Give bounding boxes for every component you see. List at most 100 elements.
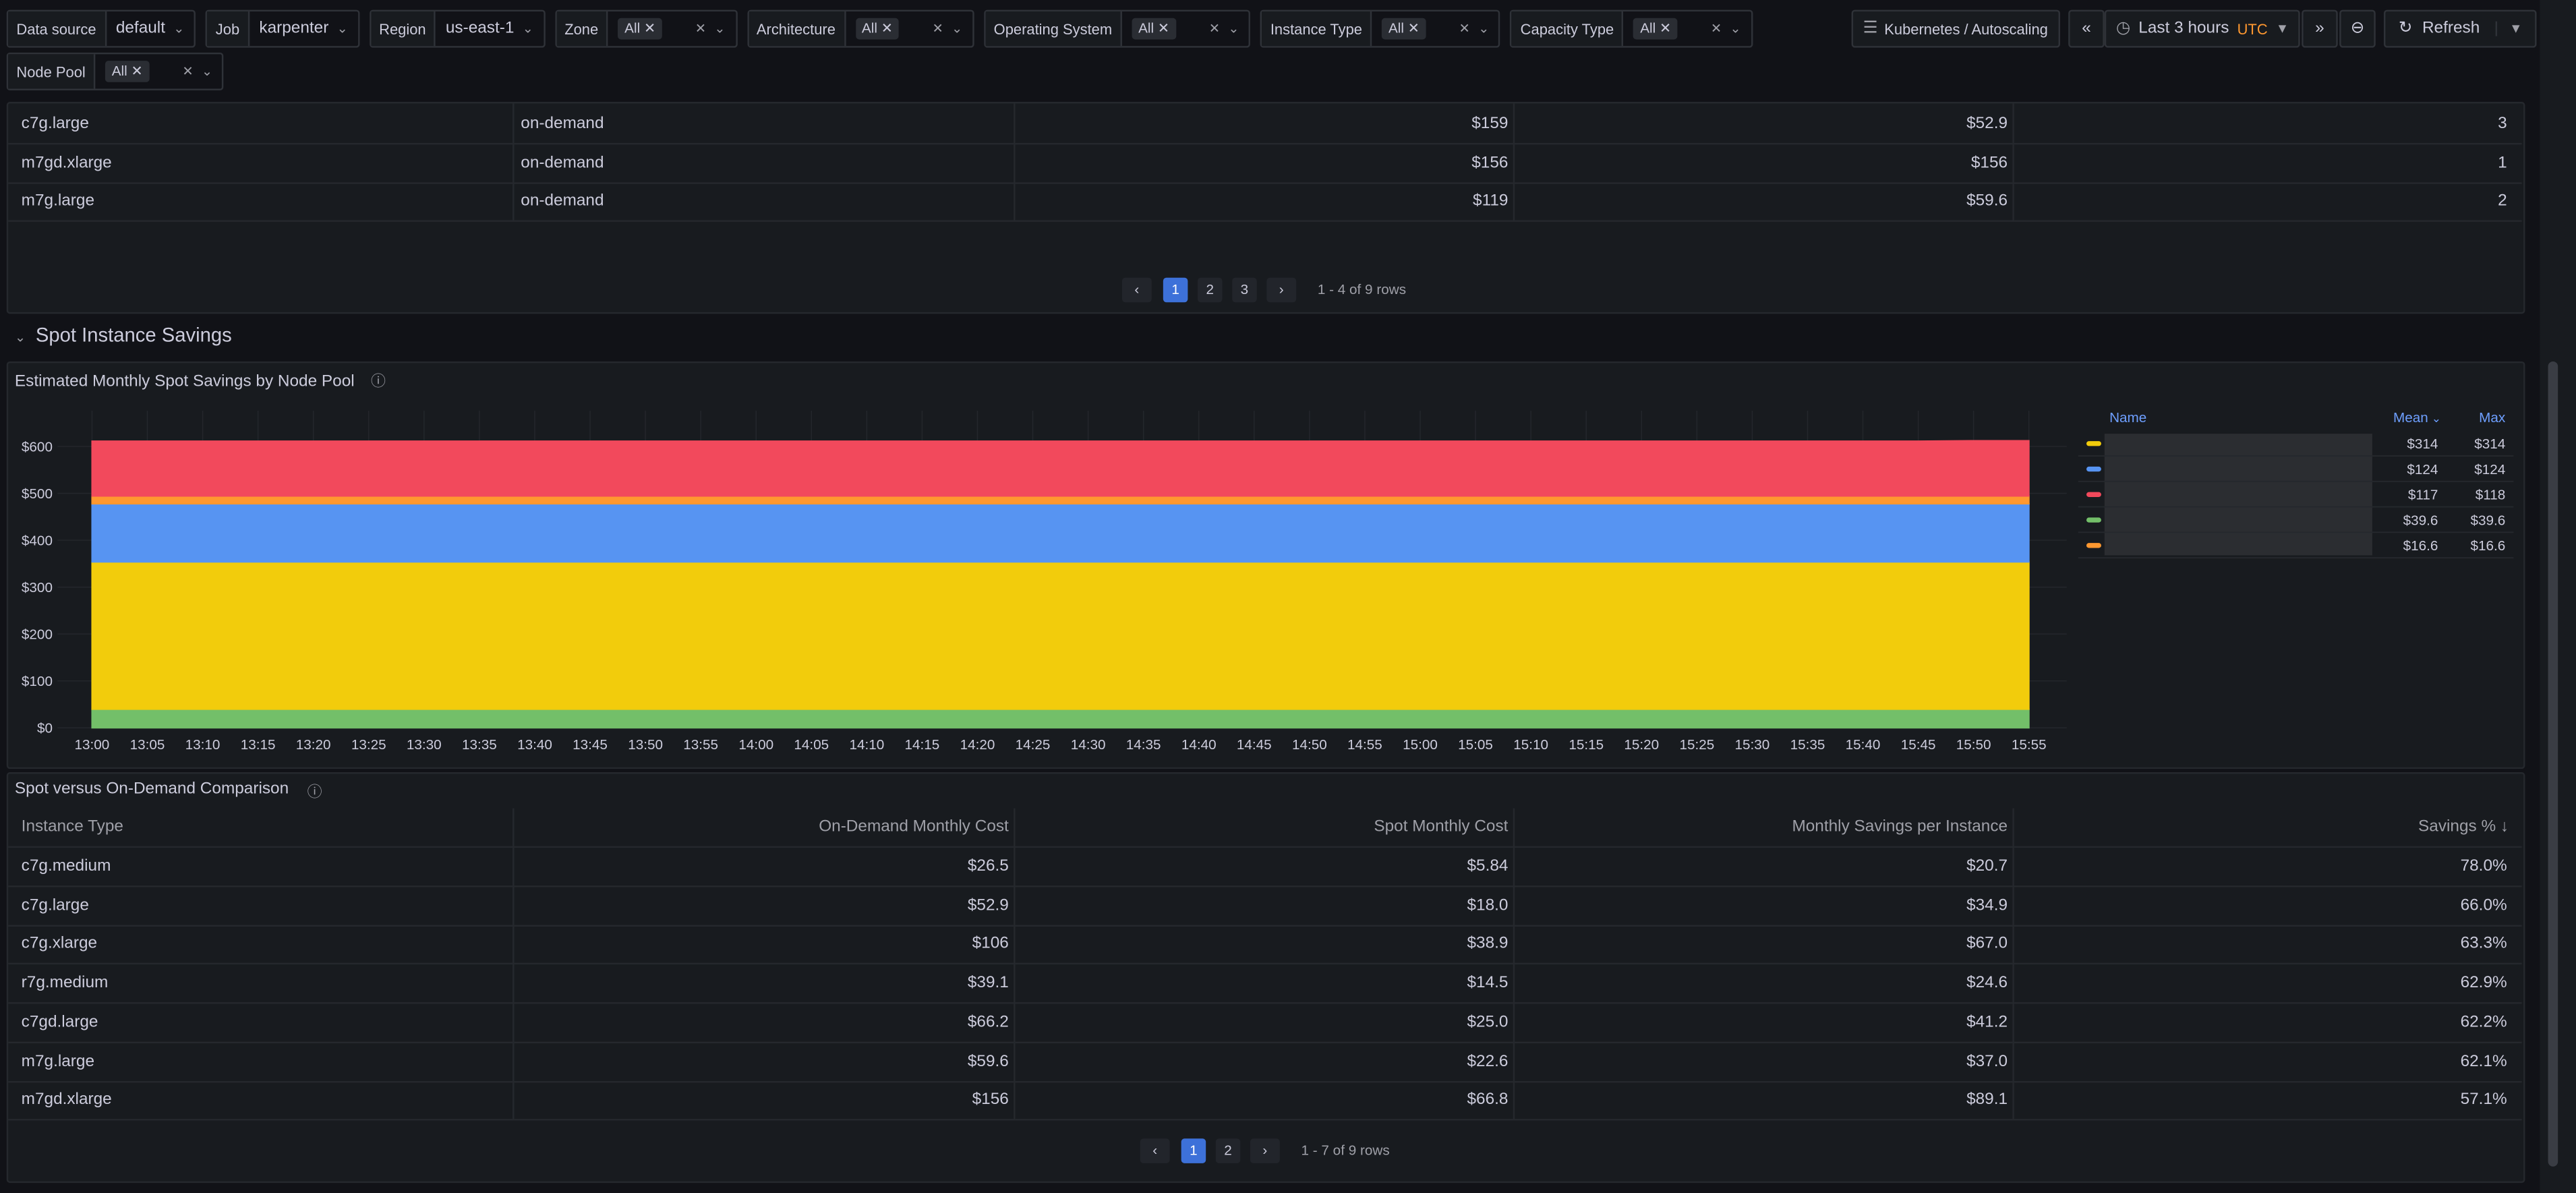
filter-value[interactable]: us-east-1 ⌄ — [436, 20, 543, 38]
x-tick-label: 13:15 — [241, 737, 276, 753]
x-tick-label: 14:00 — [738, 737, 773, 753]
chip-text: All — [624, 20, 641, 36]
table-row: m7gd.xlarge on-demand $156 $156 1 — [8, 144, 2522, 184]
refresh-button[interactable]: ↻ Refresh ▼ — [2383, 9, 2538, 48]
column-divider — [513, 808, 515, 1121]
filter-value[interactable]: All ✕ ✕ ⌄ — [846, 18, 972, 40]
column-header[interactable]: Instance Type — [21, 818, 123, 837]
area — [91, 708, 2030, 729]
dashboard-button[interactable]: ☰ Kubernetes / Autoscaling — [1851, 9, 2059, 48]
table-cell: $66.2 — [967, 1013, 1009, 1032]
legend-swatch — [2086, 517, 2101, 523]
clear-icon[interactable]: ✕ — [695, 21, 707, 36]
legend-name-block — [2104, 434, 2372, 556]
table-cell: c7g.xlarge — [21, 935, 98, 954]
column-header[interactable]: Monthly Savings per Instance — [1792, 818, 2008, 837]
x-tick-label: 15:40 — [1846, 737, 1881, 753]
filter-label: Data source — [8, 11, 107, 47]
table-row: c7gd.large $66.2 $25.0 $41.2 62.2% — [8, 1003, 2522, 1043]
filter-chip: All ✕ — [855, 18, 900, 40]
page-next[interactable]: › — [1266, 277, 1297, 303]
clear-icon[interactable]: ✕ — [1208, 21, 1221, 36]
filter[interactable]: Node Pool All ✕ ✕ ⌄ — [6, 52, 225, 90]
chip-remove[interactable]: ✕ — [1403, 20, 1420, 36]
scrollbar[interactable] — [2540, 0, 2576, 1193]
y-tick-label: $400 — [22, 533, 53, 548]
filter-value[interactable]: All ✕ ✕ ⌄ — [95, 61, 222, 82]
filter-value[interactable]: All ✕ ✕ ⌄ — [608, 18, 735, 40]
dropdown-caret: ⌄ — [522, 21, 533, 36]
x-tick-label: 14:55 — [1347, 737, 1382, 753]
x-tick-label: 13:35 — [462, 737, 497, 753]
filter[interactable]: Operating System All ✕ ✕ ⌄ — [984, 9, 1251, 48]
section-title: Spot Instance Savings — [35, 323, 232, 347]
filter-value[interactable]: default ⌄ — [106, 20, 194, 38]
legend-header: Name — [2109, 410, 2146, 426]
page-summary: 1 - 4 of 9 rows — [1317, 281, 1407, 297]
column-header[interactable]: On-Demand Monthly Cost — [819, 818, 1009, 837]
table-cell: $41.2 — [1966, 1013, 2008, 1032]
time-range: Last 3 hours — [2138, 20, 2229, 38]
table-cell: $14.5 — [1467, 974, 1509, 993]
page-prev[interactable]: ‹ — [1140, 1138, 1170, 1163]
table-cell: 62.2% — [2460, 1013, 2507, 1032]
time-forward[interactable]: » — [2302, 9, 2338, 48]
y-tick-label: $0 — [37, 721, 53, 736]
zoom-out[interactable]: ⊖ — [2339, 9, 2376, 48]
info-icon[interactable]: ⓘ — [307, 784, 322, 801]
clear-icon[interactable]: ✕ — [182, 64, 194, 79]
dropdown-caret: ⌄ — [952, 21, 963, 36]
filter-label: Node Pool — [8, 54, 96, 89]
section-header[interactable]: ⌄ Spot Instance Savings — [14, 323, 232, 347]
filter-value[interactable]: karpenter ⌄ — [250, 20, 358, 38]
dropdown-caret: ⌄ — [1228, 21, 1239, 36]
area — [91, 561, 2030, 710]
area — [91, 503, 2030, 563]
x-tick-label: 15:30 — [1735, 737, 1770, 753]
chip-remove[interactable]: ✕ — [877, 20, 894, 36]
filter-value[interactable]: All ✕ ✕ ⌄ — [1122, 18, 1249, 40]
clear-icon[interactable]: ✕ — [932, 21, 943, 36]
x-tick-label: 15:45 — [1901, 737, 1936, 753]
chip-remove[interactable]: ✕ — [1656, 20, 1672, 36]
panel-title: Spot versus On-Demand Comparison — [14, 780, 289, 799]
table-cell: on-demand — [521, 115, 604, 134]
page-button[interactable]: 2 — [1198, 277, 1223, 303]
page-button[interactable]: 3 — [1232, 277, 1257, 303]
filter[interactable]: Zone All ✕ ✕ ⌄ — [554, 9, 737, 48]
filter[interactable]: Data source default ⌄ — [6, 9, 196, 48]
clear-icon[interactable]: ✕ — [1710, 21, 1722, 36]
page-button[interactable]: 1 — [1163, 277, 1188, 303]
x-tick-label: 15:50 — [1956, 737, 1991, 753]
chip-remove[interactable]: ✕ — [1154, 20, 1170, 36]
filter-value[interactable]: All ✕ ✕ ⌄ — [1372, 18, 1499, 40]
legend-max: $124 — [2474, 462, 2505, 477]
table-cell: m7gd.xlarge — [21, 154, 112, 173]
scroll-thumb[interactable] — [2548, 361, 2558, 1167]
time-picker[interactable]: ◷ Last 3 hours UTC ▼ — [2104, 9, 2301, 48]
chip-remove[interactable]: ✕ — [127, 62, 143, 79]
table-cell: m7g.large — [21, 1052, 95, 1071]
clear-icon[interactable]: ✕ — [1459, 21, 1470, 36]
value-text: default — [115, 20, 165, 38]
time-back[interactable]: « — [2068, 9, 2105, 48]
column-header[interactable]: Spot Monthly Cost — [1374, 818, 1509, 837]
column-header[interactable]: Savings % ↓ — [2418, 818, 2509, 837]
timezone: UTC — [2237, 20, 2268, 37]
page-prev[interactable]: ‹ — [1121, 277, 1152, 303]
filter[interactable]: Region us-east-1 ⌄ — [369, 9, 545, 48]
filter-value[interactable]: All ✕ ✕ ⌄ — [1624, 18, 1751, 40]
page-button[interactable]: 2 — [1215, 1138, 1241, 1163]
filter[interactable]: Capacity Type All ✕ ✕ ⌄ — [1511, 9, 1753, 48]
filter[interactable]: Architecture All ✕ ✕ ⌄ — [747, 9, 974, 48]
table-cell: 2 — [2498, 192, 2507, 211]
legend-swatch — [2086, 543, 2101, 548]
chip-text: All — [1388, 20, 1404, 36]
filter[interactable]: Instance Type All ✕ ✕ ⌄ — [1260, 9, 1501, 48]
filter[interactable]: Job karpenter ⌄ — [206, 9, 359, 48]
page-button[interactable]: 1 — [1181, 1138, 1206, 1163]
chip-remove[interactable]: ✕ — [640, 20, 656, 36]
page-next[interactable]: › — [1250, 1138, 1280, 1163]
table-cell: $39.1 — [967, 974, 1009, 993]
